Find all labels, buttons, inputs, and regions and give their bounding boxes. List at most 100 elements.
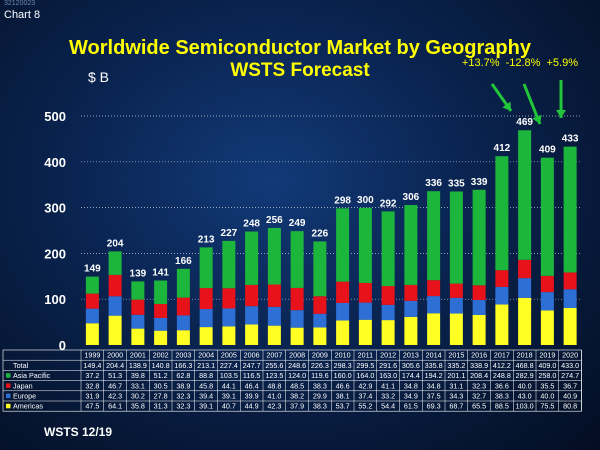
bar-americas	[290, 327, 304, 345]
bar-europe	[290, 310, 304, 328]
table-cell: 335.8	[425, 361, 443, 370]
bar-europe	[267, 306, 281, 326]
y-tick-label: 200	[44, 246, 66, 261]
y-axis-unit: $ B	[88, 69, 110, 85]
table-cell: 160.0	[334, 371, 352, 380]
table-cell: 38.3	[313, 381, 327, 390]
total-value-label: 149	[84, 264, 101, 275]
table-cell: 48.8	[267, 381, 281, 390]
table-cell: 27.8	[154, 392, 168, 401]
bar-americas	[85, 323, 99, 345]
table-cell: 36.6	[495, 381, 509, 390]
bar-europe	[154, 317, 168, 331]
table-cell: 255.6	[265, 361, 283, 370]
table-row-label: Total	[13, 361, 29, 370]
table-cell: 116.5	[243, 371, 260, 380]
table-cell: 213.1	[197, 361, 215, 370]
bar-asia-pacific	[176, 268, 190, 298]
bar-europe	[199, 309, 213, 328]
y-tick-label: 500	[44, 109, 66, 124]
table-cell: 103.5	[220, 371, 238, 380]
table-cell: 44.1	[222, 381, 236, 390]
total-value-label: 166	[175, 256, 192, 267]
bar-americas	[563, 307, 577, 345]
growth-arrow-head	[532, 114, 542, 124]
table-cell: 335.2	[447, 361, 465, 370]
table-cell: 31.9	[85, 392, 99, 401]
table-cell: 65.5	[472, 402, 486, 411]
bar-americas	[222, 326, 236, 345]
table-cell: 204.4	[106, 361, 124, 370]
table-cell: 38.3	[313, 402, 327, 411]
table-cell: 38.1	[336, 392, 350, 401]
table-cell: 201.1	[447, 371, 465, 380]
table-cell: 30.5	[154, 381, 168, 390]
table-cell: 42.9	[358, 381, 372, 390]
bar-japan	[108, 274, 122, 297]
bar-americas	[176, 330, 190, 345]
table-cell: 37.2	[85, 371, 99, 380]
bar-europe	[358, 302, 372, 320]
total-value-label: 139	[130, 268, 147, 279]
bar-asia-pacific	[449, 191, 463, 284]
bar-japan	[154, 303, 168, 318]
table-cell: 140.8	[152, 361, 170, 370]
table-cell: 88.8	[199, 371, 213, 380]
bar-europe	[404, 300, 418, 317]
total-value-label: 298	[334, 195, 351, 206]
table-cell: 64.1	[108, 402, 122, 411]
bar-asia-pacific	[427, 191, 441, 281]
table-cell: 31.3	[154, 402, 168, 411]
bar-americas	[404, 316, 418, 345]
data-table: 1999 2000 2001 2002 2003 2004 2005 2006 2007 2008…	[2, 349, 582, 412]
bar-asia-pacific	[381, 211, 395, 287]
table-cell: 62.8	[176, 371, 190, 380]
total-value-label: 469	[516, 117, 533, 128]
table-cell: 34.9	[404, 392, 418, 401]
bar-asia-pacific	[540, 157, 554, 276]
table-cell: 163.0	[379, 371, 397, 380]
table-cell: 247.7	[243, 361, 261, 370]
total-value-label: 335	[448, 178, 465, 189]
table-cell: 46.6	[336, 381, 350, 390]
bar-japan	[472, 285, 486, 301]
bar-japan	[199, 288, 213, 310]
bar-asia-pacific	[495, 156, 509, 271]
table-cell: 51.3	[108, 371, 122, 380]
bar-japan	[427, 280, 441, 297]
table-cell: 36.7	[563, 381, 577, 390]
table-cell: 298.3	[334, 361, 352, 370]
table-cell: 33.2	[381, 392, 395, 401]
table-row-label: Americas	[13, 402, 43, 411]
bar-europe	[336, 302, 350, 321]
table-year-header: 2011	[358, 351, 373, 360]
bar-japan	[313, 296, 327, 314]
table-cell: 38.3	[495, 392, 509, 401]
table-cell: 54.4	[381, 402, 395, 411]
table-cell: 41.1	[381, 381, 395, 390]
bar-americas	[495, 304, 509, 345]
bar-japan	[540, 275, 554, 293]
bar-americas	[540, 310, 554, 345]
table-cell: 32.3	[472, 381, 486, 390]
bar-americas	[154, 330, 168, 345]
table-cell: 409.0	[538, 361, 556, 370]
table-cell: 32.3	[176, 392, 190, 401]
bar-asia-pacific	[222, 240, 236, 289]
table-year-header: 2020	[562, 351, 578, 360]
chart-number: Chart 8	[4, 9, 41, 21]
table-cell: 39.1	[199, 402, 213, 411]
total-value-label: 409	[539, 145, 556, 156]
y-tick-label: 0	[59, 338, 66, 353]
table-cell: 47.5	[85, 402, 99, 411]
bar-japan	[290, 287, 304, 311]
bar-japan	[518, 259, 532, 279]
bar-europe	[85, 308, 99, 324]
bar-japan	[358, 282, 372, 303]
table-cell: 227.4	[220, 361, 238, 370]
bar-europe	[427, 296, 441, 314]
table-cell: 226.3	[311, 361, 329, 370]
table-cell: 61.5	[404, 402, 418, 411]
table-cell: 53.7	[336, 402, 350, 411]
bar-japan	[449, 283, 463, 298]
